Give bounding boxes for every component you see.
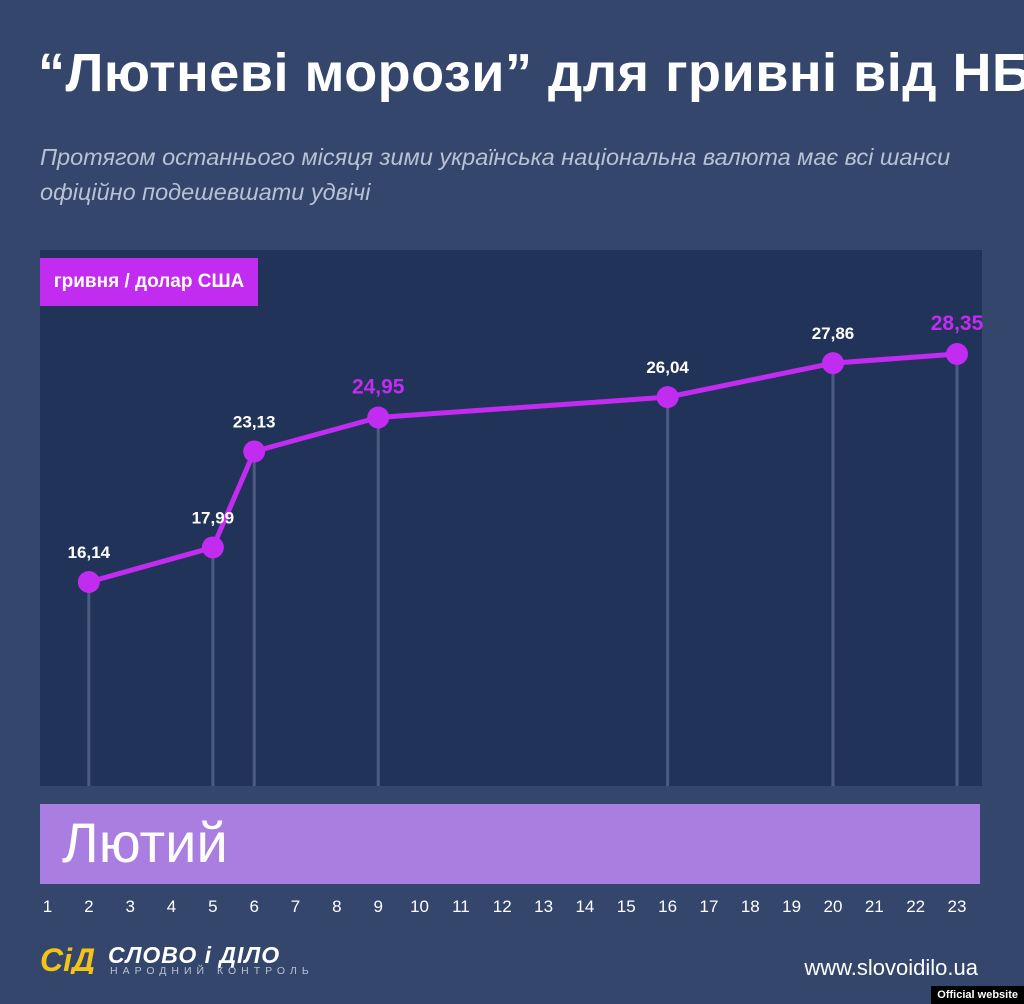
x-tick-label: 21: [865, 897, 884, 916]
x-tick-label: 7: [291, 897, 300, 916]
x-tick-label: 12: [493, 897, 512, 916]
x-tick-label: 17: [699, 897, 718, 916]
data-label: 16,14: [68, 543, 111, 562]
data-point: [77, 571, 100, 593]
data-label: 23,13: [233, 412, 276, 431]
x-axis-label: Лютий: [62, 811, 228, 874]
plot-area: [40, 250, 982, 786]
official-website-badge: Official website: [931, 986, 1024, 1004]
x-tick-label: 20: [824, 897, 843, 916]
data-point: [243, 440, 266, 463]
data-label: 27,86: [812, 324, 855, 343]
x-tick-label: 6: [249, 897, 258, 916]
page-subtitle: Протягом останнього місяця зими українсь…: [40, 144, 951, 205]
x-tick-label: 11: [452, 897, 470, 916]
page-title: “Лютневі морози” для гривні від НБУ: [38, 43, 1024, 103]
x-tick-label: 13: [534, 897, 553, 916]
x-tick-label: 22: [906, 897, 925, 916]
brand-logo: СіД: [40, 942, 102, 979]
x-tick-label: 15: [617, 897, 636, 916]
brand-name: СЛОВО і ДІЛО: [108, 942, 281, 968]
brand-tagline: НАРОДНИЙ КОНТРОЛЬ: [110, 965, 314, 977]
x-tick-label: 16: [658, 897, 677, 916]
data-label: 26,04: [646, 358, 689, 377]
data-point: [656, 386, 679, 409]
data-point: [946, 343, 968, 365]
month-band: Лютий: [40, 804, 980, 884]
x-tick-label: 23: [948, 897, 967, 916]
x-tick-label: 2: [84, 897, 93, 916]
data-label: 24,95: [352, 375, 405, 398]
x-tick-label: 5: [208, 897, 217, 916]
x-tick-label: 1: [43, 897, 52, 916]
x-tick-label: 14: [575, 897, 594, 916]
data-label: 28,35: [931, 312, 984, 335]
data-point: [201, 536, 224, 559]
x-tick-label: 3: [125, 897, 134, 916]
x-tick-label: 10: [410, 897, 429, 916]
x-tick-label: 19: [782, 897, 801, 916]
x-tick-label: 9: [373, 897, 382, 916]
data-point: [367, 406, 390, 429]
y-axis-label: гривня / долар США: [40, 258, 258, 306]
data-point: [821, 352, 844, 375]
website-link[interactable]: www.slovoidilo.ua: [804, 955, 978, 980]
x-tick-label: 18: [741, 897, 760, 916]
data-label: 17,99: [192, 508, 235, 527]
logo-mark: СіД: [40, 944, 95, 974]
x-tick-label: 4: [167, 897, 176, 916]
x-tick-label: 8: [332, 897, 341, 916]
